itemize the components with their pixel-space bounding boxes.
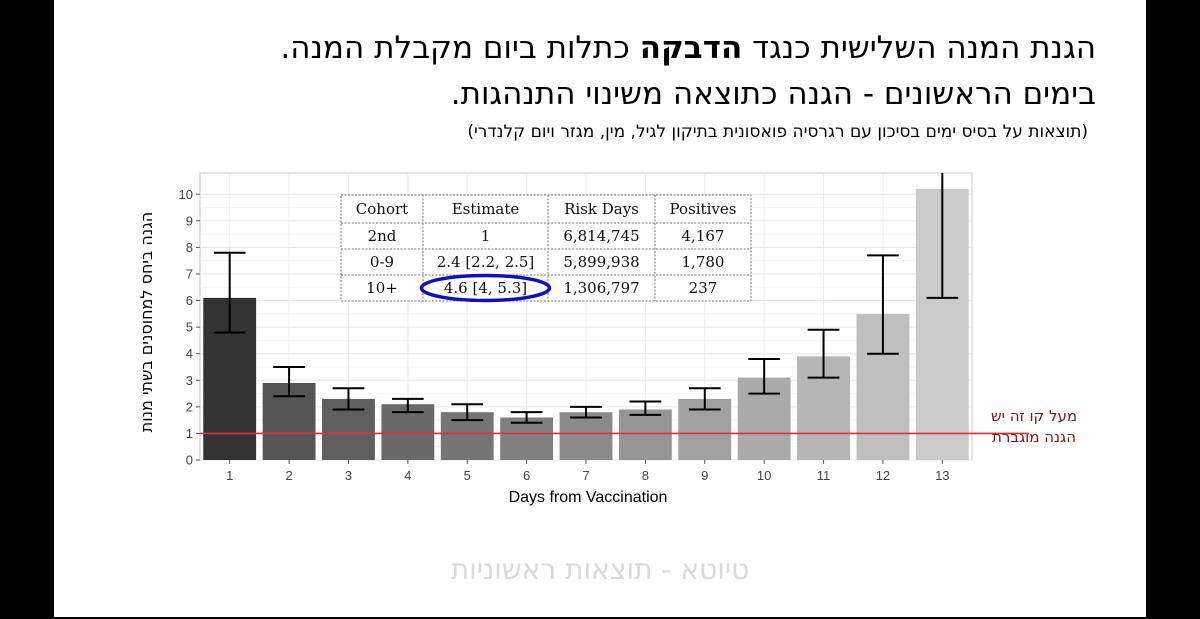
y-tick-label: 4 [186,346,193,361]
highlight-ellipse [419,273,552,303]
table-cell: 1,306,797 [563,279,639,297]
draft-footer: טיוטא - תוצאות ראשוניות [450,553,750,586]
y-tick-label: 5 [186,320,193,335]
x-tick-label: 1 [226,468,233,483]
title-bold-word: הדבקה [639,30,743,66]
y-tick-label: 1 [186,426,193,441]
slide-subtitle: (תוצאות על בסיס ימים בסיכון עם רגרסיה פו… [467,122,1088,142]
y-tick-label: 10 [179,187,193,202]
error-bar-day-10 [748,358,781,395]
x-tick-label: 11 [817,468,831,483]
table-cell: 2nd [368,227,397,245]
bar-day-4 [381,404,435,460]
y-tick-label: 2 [186,399,193,414]
reference-line-label-1: מעל קו זה יש [991,407,1077,425]
x-axis-ticks: 1 2 3 4 5 6 7 8 9 10 11 12 13 [226,460,950,483]
table-cell: 0-9 [370,253,394,271]
error-bar-day-1 [213,251,246,334]
table-header-cell: Cohort [356,200,408,218]
y-axis-ticks: 0 1 2 3 4 5 6 7 8 9 10 [179,187,200,468]
table-cell: 5,899,938 [563,253,639,271]
error-bars [213,173,959,424]
y-tick-label: 3 [186,373,193,388]
table-header-cell: Positives [670,200,737,218]
table-cell: 237 [689,279,718,297]
y-tick-label: 9 [186,213,193,228]
error-bar-day-4 [391,397,424,414]
bar-day-8 [618,409,672,460]
title-part-1: הגנת המנה השלישית כנגד [742,30,1096,66]
table-cell: 2.4 [2.2, 2.5] [437,253,535,271]
slide-title-line-2: בימים הראשונים - הגנה כתוצאה משינוי התנה… [450,76,1096,112]
x-tick-label: 5 [464,468,471,483]
x-tick-label: 3 [345,468,352,483]
x-tick-label: 10 [757,468,771,483]
error-bar-day-5 [451,403,484,422]
error-bar-day-9 [688,387,721,411]
x-tick-label: 4 [404,468,411,483]
table-cell: 4.6 [4, 5.3] [444,279,527,297]
slide-title-line-1: הגנת המנה השלישית כנגד הדבקה כתלות ביום … [280,30,1096,66]
table-cell: 10+ [366,279,398,297]
reference-line-label-2: הגנה מוגברת [992,428,1076,446]
x-tick-label: 12 [876,468,890,483]
slide: הגנת המנה השלישית כנגד הדבקה כתלות ביום … [54,0,1146,617]
x-tick-label: 2 [285,468,292,483]
table-cell: 4,167 [682,227,725,245]
y-axis-title: הגנה ביחס למחוסנים בשתי מנות [137,212,156,433]
error-bar-day-13 [926,173,959,299]
table-header-cell: Risk Days [564,200,639,218]
error-bar-day-2 [273,365,305,398]
x-axis-title: Days from Vaccination [509,489,668,506]
error-bar-day-7 [570,405,602,419]
bars [203,188,969,460]
table-cell: 1 [481,227,491,245]
error-bar-day-12 [867,254,899,355]
x-tick-label: 9 [701,468,708,483]
table-header-cell: Estimate [452,200,520,218]
x-tick-label: 6 [523,468,530,483]
error-bar-day-11 [807,328,840,379]
error-bar-day-3 [332,387,365,411]
title-part-2: כתלות ביום מקבלת המנה. [280,30,640,66]
x-tick-label: 7 [582,468,589,483]
table-cell: 1,780 [682,253,725,271]
y-tick-label: 7 [186,266,193,281]
error-bar-day-8 [629,400,662,416]
results-table: Cohort Estimate Risk Days Positives 2nd 1 6,81… [340,194,752,303]
table-cell: 6,814,745 [563,227,639,245]
error-bar-day-6 [510,411,543,424]
bar-day-6 [500,417,554,460]
y-tick-label: 6 [186,293,193,308]
y-tick-label: 8 [186,240,193,255]
x-tick-label: 8 [642,468,649,483]
bar-day-7 [559,412,613,460]
y-tick-label: 0 [186,453,193,468]
x-tick-label: 13 [935,468,949,483]
